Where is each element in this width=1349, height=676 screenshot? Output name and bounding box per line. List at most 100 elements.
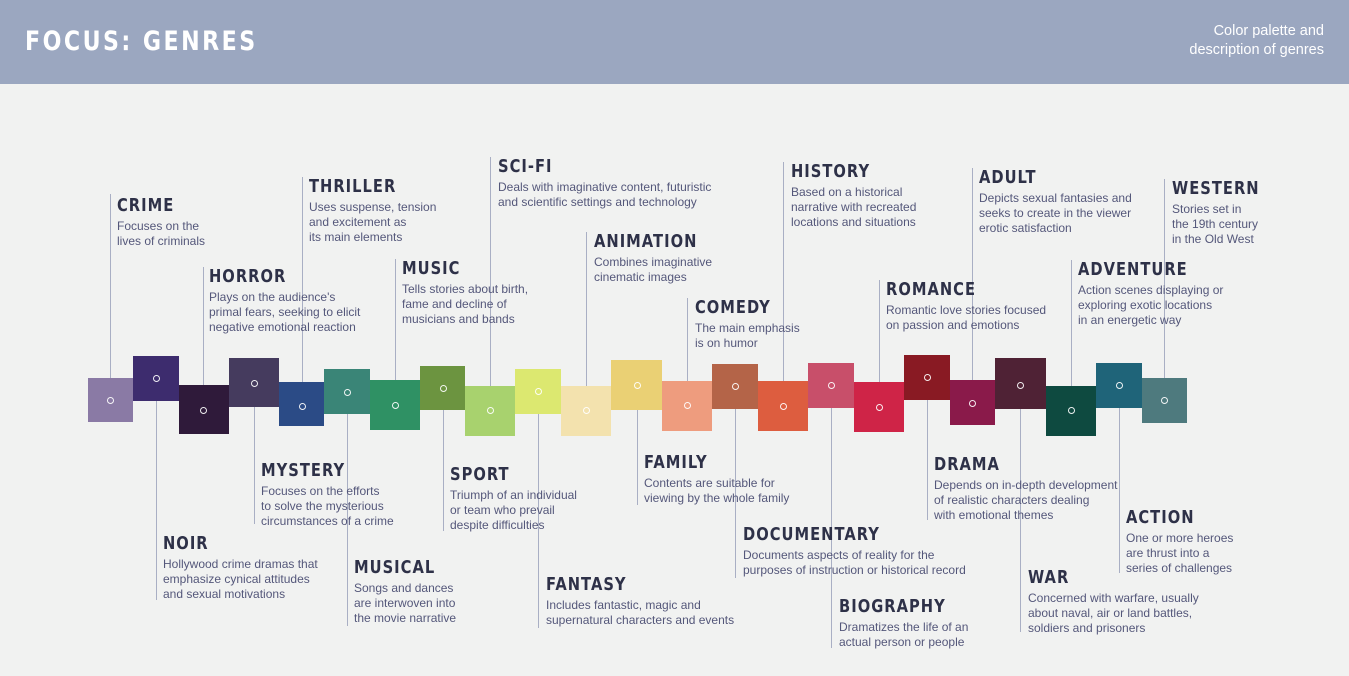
genre-description: Based on a historical narrative with rec… [791,185,917,229]
page-subtitle-line-2: description of genres [1189,42,1324,58]
genre-label-biography: BIOGRAPHY Dramatizes the life of an actua… [839,597,968,650]
genre-node-drama [923,373,931,381]
genre-name: NOIR [163,534,209,554]
genre-label-drama: DRAMA Depends on in-depth development of … [934,455,1117,523]
genre-connector-war [1020,409,1021,632]
genre-label-western: WESTERN Stories set in the 19th century i… [1172,179,1276,247]
genre-connector-scifi [490,157,491,386]
genre-node-comedy [683,401,691,409]
genre-node-biography [827,381,835,389]
genre-name: COMEDY [695,298,771,318]
genre-description: Songs and dances are interwoven into the… [354,581,457,625]
genre-connector-musical [347,414,348,626]
genre-label-horror: HORROR Plays on the audience's primal fea… [209,267,360,335]
genre-label-animation: ANIMATION Combines imaginative cinematic … [594,232,717,285]
genre-name: CRIME [117,196,175,216]
genre-node-history [779,402,787,410]
genre-connector-history [783,162,784,381]
genre-name: BIOGRAPHY [839,597,946,617]
genre-connector-sport [443,410,444,531]
genre-description: The main emphasis is on humor [695,321,800,350]
genre-name: DOCUMENTARY [743,525,880,545]
genre-node-western [1160,396,1168,404]
genre-connector-animation [586,232,587,386]
genre-description: Contents are suitable for viewing by the… [644,476,790,505]
genre-description: Triumph of an individual or team who pre… [450,488,577,532]
genre-name: THRILLER [309,177,397,197]
genre-label-crime: CRIME Focuses on the lives of criminals [117,196,205,249]
genre-description: Documents aspects of reality for the pur… [743,548,966,577]
genre-label-mystery: MYSTERY Focuses on the efforts to solve t… [261,461,394,529]
genre-connector-western [1164,179,1165,378]
genre-node-scifi [486,406,494,414]
genre-connector-mystery [254,407,255,524]
genre-node-adventure [1067,406,1075,414]
genre-label-history: HISTORY Based on a historical narrative w… [791,162,916,230]
genre-name: FAMILY [644,453,708,473]
genre-node-crime [106,396,114,404]
genre-description: Hollywood crime dramas that emphasize cy… [163,557,318,601]
genre-node-sport [439,384,447,392]
genre-description: Deals with imaginative content, futurist… [498,180,712,209]
genre-description: Concerned with warfare, usually about na… [1028,591,1199,635]
genre-node-fantasy [534,387,542,395]
genre-connector-noir [156,401,157,600]
genre-node-adult [968,399,976,407]
genre-label-musical: MUSICAL Songs and dances are interwoven i… [354,558,456,626]
genre-name: ACTION [1126,508,1195,528]
genre-description: Uses suspense, tension and excitement as… [309,200,437,244]
genre-connector-adventure [1071,260,1072,386]
genre-label-comedy: COMEDY The main emphasis is on humor [695,298,800,351]
genre-description: Focuses on the lives of criminals [117,219,206,248]
genre-description: Depicts sexual fantasies and seeks to cr… [979,191,1132,235]
genre-description: Romantic love stories focused on passion… [886,303,1047,332]
genre-node-romance [875,403,883,411]
genre-name: ADVENTURE [1078,260,1188,280]
genre-connector-thriller [302,177,303,382]
genre-name: MYSTERY [261,461,346,481]
genre-description: Plays on the audience's primal fears, se… [209,290,361,334]
genre-description: One or more heroes are thrust into a ser… [1126,531,1234,575]
genre-label-adventure: ADVENTURE Action scenes displaying or exp… [1078,260,1223,328]
genre-description: Depends on in-depth development of reali… [934,478,1118,522]
genre-description: Tells stories about birth, fame and decl… [402,282,529,326]
genre-description: Focuses on the efforts to solve the myst… [261,484,394,528]
genre-connector-adult [972,168,973,380]
genre-description: Action scenes displaying or exploring ex… [1078,283,1224,327]
genre-connector-family [637,410,638,505]
genre-node-war [1016,381,1024,389]
genre-connector-biography [831,408,832,648]
genre-description: Dramatizes the life of an actual person … [839,620,969,649]
genre-name: FANTASY [546,575,627,595]
genre-node-horror [199,406,207,414]
genre-connector-comedy [687,298,688,381]
genre-name: SPORT [450,465,510,485]
genre-node-action [1115,381,1123,389]
genre-name: HISTORY [791,162,871,182]
genre-name: MUSIC [402,259,461,279]
genre-connector-action [1119,408,1120,573]
genre-label-sport: SPORT Triumph of an individual or team wh… [450,465,577,533]
genre-name: ANIMATION [594,232,698,252]
genre-connector-music [395,259,396,380]
page-title: FOCUS: GENRES [25,26,258,57]
genre-node-documentary [731,382,739,390]
genre-label-action: ACTION One or more heroes are thrust into… [1126,508,1233,576]
genre-name: SCI-FI [498,157,553,177]
genre-name: MUSICAL [354,558,436,578]
genre-label-thriller: THRILLER Uses suspense, tension and excit… [309,177,436,245]
genre-label-scifi: SCI-FI Deals with imaginative content, fu… [498,157,711,210]
genre-label-family: FAMILY Contents are suitable for viewing … [644,453,789,506]
genre-description: Combines imaginative cinematic images [594,255,713,284]
genre-label-noir: NOIR Hollywood crime dramas that emphasiz… [163,534,318,602]
genre-label-adult: ADULT Depicts sexual fantasies and seeks … [979,168,1132,236]
genre-connector-horror [203,267,204,385]
genre-label-music: MUSIC Tells stories about birth, fame and… [402,259,528,327]
genre-label-fantasy: FANTASY Includes fantastic, magic and sup… [546,575,734,628]
genre-name: ADULT [979,168,1037,188]
genre-node-animation [582,406,590,414]
genre-label-documentary: DOCUMENTARY Documents aspects of reality … [743,525,966,578]
genre-node-thriller [298,402,306,410]
genre-node-musical [343,388,351,396]
genre-node-music [391,401,399,409]
